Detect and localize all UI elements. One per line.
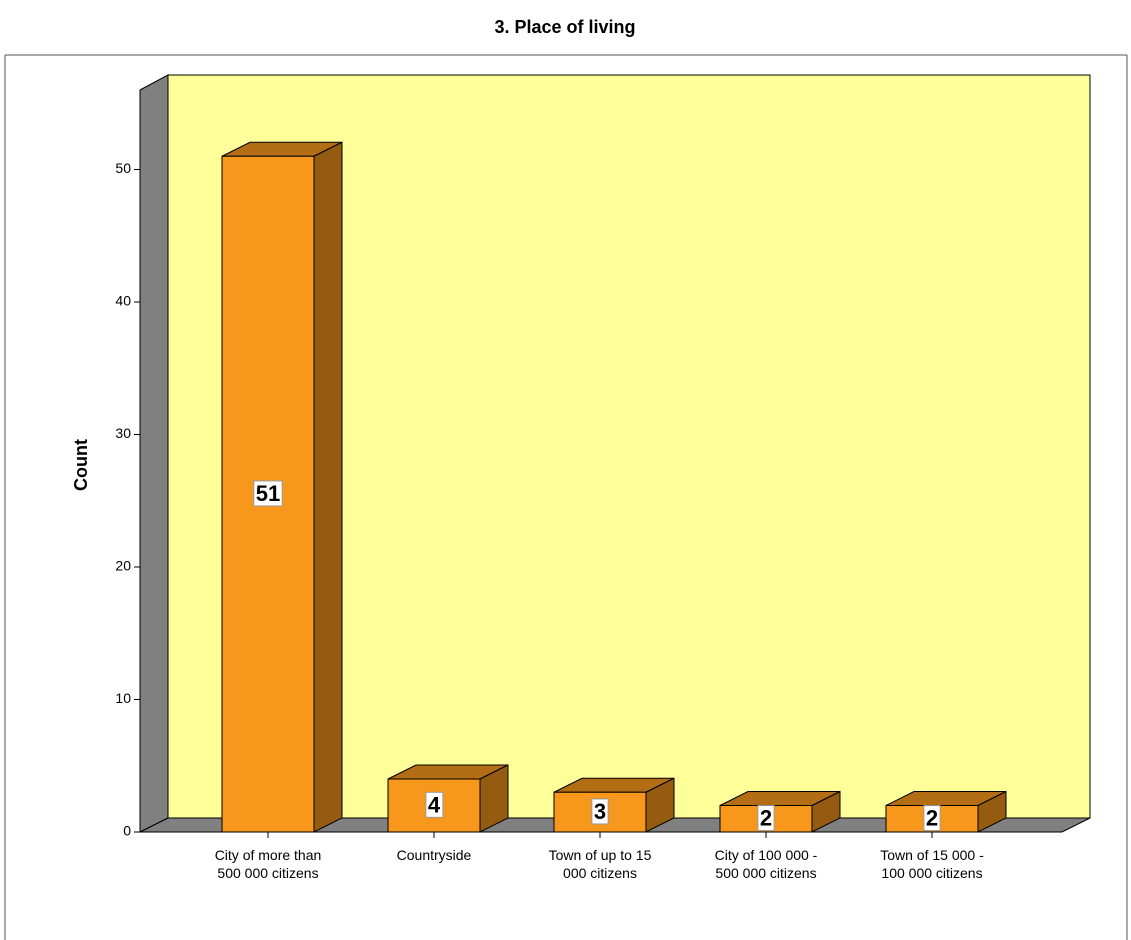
value-label-box (425, 791, 444, 818)
x-tick-label: City of more than 500 000 citizens (214, 847, 322, 881)
side-wall (139, 74, 169, 833)
value-label: 51 (256, 481, 280, 506)
x-tick-label: Countryside (396, 847, 472, 863)
value-label-box (923, 805, 941, 832)
x-tick-label: Town of up to 15 000 citizens (548, 847, 652, 881)
value-label: 2 (760, 806, 772, 831)
value-label: 4 (428, 792, 441, 817)
bar-side (313, 141, 343, 833)
y-tick-label: 50 (115, 160, 131, 176)
x-tick-label: City of 100 000 - 500 000 citizens (714, 847, 818, 881)
chart-title: 3. Place of living (494, 17, 635, 37)
value-label-box (253, 480, 283, 507)
x-tick-label: Town of 15 000 - 100 000 citizens (880, 847, 984, 881)
y-tick-label: 20 (115, 558, 131, 574)
y-tick-label: 30 (115, 425, 131, 441)
value-label: 2 (926, 806, 938, 831)
y-tick-label: 40 (115, 293, 131, 309)
value-label: 3 (594, 799, 606, 824)
y-tick-label: 10 (115, 690, 131, 706)
y-tick-label: 0 (123, 823, 131, 839)
y-axis-label: Count (71, 439, 91, 491)
value-label-box (757, 805, 775, 832)
value-label-box (591, 798, 609, 825)
